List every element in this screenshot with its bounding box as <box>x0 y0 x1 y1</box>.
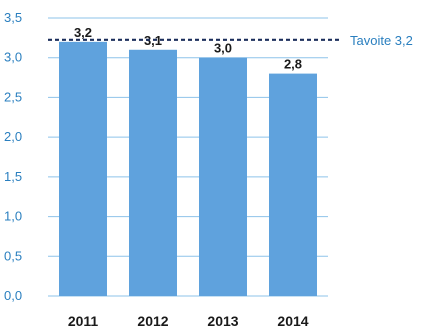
y-tick-label: 0,5 <box>4 248 22 263</box>
bars: 3,23,13,02,8 <box>59 25 317 297</box>
bar <box>199 57 247 296</box>
x-tick-label: 2011 <box>68 313 99 329</box>
bar <box>59 41 107 297</box>
x-tick-label: 2013 <box>207 313 238 329</box>
target-line-group: Tavoite 3,2 <box>48 33 413 48</box>
data-label: 2,8 <box>284 57 302 72</box>
y-tick-label: 1,5 <box>4 169 22 184</box>
y-tick-label: 3,5 <box>4 10 22 25</box>
y-tick-label: 1,0 <box>4 209 22 224</box>
target-label: Tavoite 3,2 <box>350 33 413 48</box>
y-axis-ticks: 0,0 0,5 1,0 1,5 2,0 2,5 3,0 3,5 <box>4 10 22 303</box>
bar <box>269 73 317 296</box>
bar <box>129 49 177 297</box>
data-label: 3,0 <box>214 41 232 56</box>
y-tick-label: 2,5 <box>4 89 22 104</box>
x-tick-label: 2012 <box>137 313 168 329</box>
y-tick-label: 2,0 <box>4 129 22 144</box>
y-tick-label: 0,0 <box>4 288 22 303</box>
x-axis-labels: 2011 2012 2013 2014 <box>68 313 309 329</box>
x-tick-label: 2014 <box>277 313 308 329</box>
data-label: 3,2 <box>74 25 92 40</box>
y-tick-label: 3,0 <box>4 50 22 65</box>
